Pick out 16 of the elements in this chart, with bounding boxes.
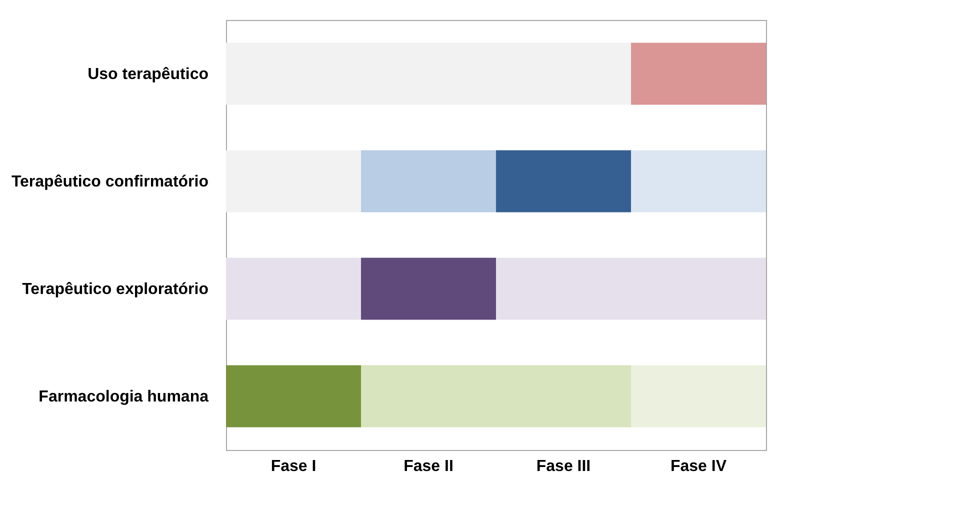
y-tick-label: Terapêutico exploratório [22, 280, 209, 298]
text: Fase IV [670, 458, 727, 475]
y-tick-label: Terapêutico confirmatório [11, 173, 209, 190]
bar [361, 258, 496, 320]
y-tick-label: Uso terapêutico [88, 66, 209, 83]
text: Fase I [270, 458, 316, 475]
bar [631, 150, 766, 212]
y-tick-label: Farmacologia humana [38, 388, 209, 406]
bar [226, 365, 361, 428]
bar [226, 150, 361, 212]
bar [631, 365, 766, 428]
bar [361, 150, 496, 212]
text: Fase II [404, 458, 454, 475]
bar [631, 42, 766, 105]
text: Fase III [536, 458, 591, 475]
bar [496, 150, 631, 212]
